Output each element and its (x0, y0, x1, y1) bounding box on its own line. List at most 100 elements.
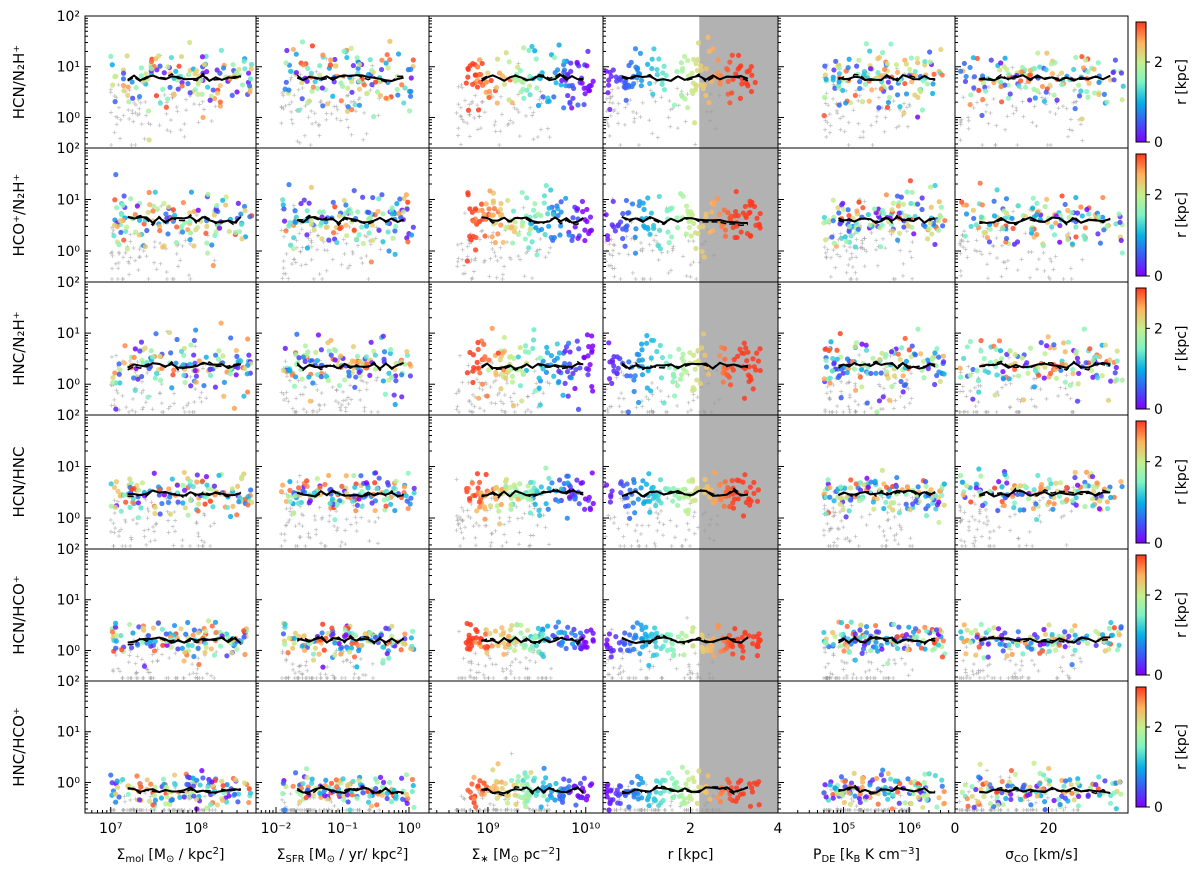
data-point (120, 82, 127, 89)
grey-plus-point (472, 116, 477, 121)
grey-plus-point (958, 268, 963, 273)
data-point (499, 211, 505, 218)
grey-plus-point (984, 514, 989, 519)
data-point (560, 392, 566, 398)
data-point (356, 61, 363, 68)
grey-plus-point (827, 112, 832, 117)
data-point (187, 218, 193, 225)
data-point (752, 79, 758, 86)
data-point (838, 395, 844, 401)
data-point (544, 344, 550, 351)
grey-plus-point (898, 248, 903, 253)
grey-plus-point (856, 402, 861, 407)
grey-plus-point (146, 277, 151, 281)
grey-plus-point (1032, 104, 1037, 109)
data-point (134, 203, 140, 209)
data-point (883, 484, 890, 490)
data-point (235, 483, 241, 489)
data-point (915, 201, 921, 207)
grey-plus-point (196, 543, 201, 548)
data-point (624, 481, 630, 487)
data-point (741, 350, 747, 356)
data-point (743, 345, 749, 351)
grey-plus-point (687, 527, 692, 532)
data-point (669, 234, 675, 240)
data-point (831, 67, 837, 73)
data-point (120, 76, 127, 82)
grey-plus-point (343, 528, 348, 533)
data-point (395, 51, 402, 57)
grey-plus-point (1069, 277, 1074, 281)
data-point (888, 85, 894, 91)
grey-plus-point (465, 508, 470, 513)
grey-plus-point (183, 238, 188, 243)
grey-plus-point (625, 510, 630, 515)
data-point (967, 372, 973, 378)
data-point (532, 201, 538, 207)
data-point (383, 60, 389, 66)
grey-plus-point (907, 401, 912, 406)
data-point (636, 352, 642, 358)
grey-plus-point (347, 224, 352, 229)
data-point (1112, 370, 1118, 376)
data-point (1054, 97, 1060, 103)
grey-plus-point (618, 496, 623, 501)
data-point (1104, 223, 1110, 229)
data-point (528, 479, 534, 485)
data-point (938, 204, 944, 210)
data-point (138, 73, 144, 79)
data-point (113, 638, 119, 644)
grey-plus-point (883, 115, 888, 120)
grey-plus-point (994, 236, 999, 241)
grey-plus-point (110, 225, 115, 230)
grey-plus-point (298, 72, 303, 77)
data-point (191, 653, 197, 660)
grey-plus-point (184, 108, 189, 113)
grey-plus-point (491, 230, 496, 235)
data-point (558, 82, 564, 88)
data-point (1094, 480, 1100, 486)
data-point (750, 386, 756, 392)
grey-plus-point (473, 535, 478, 540)
data-point (648, 337, 655, 343)
data-point (561, 105, 567, 111)
data-point (908, 55, 915, 61)
grey-plus-point (184, 97, 189, 102)
data-point (211, 652, 218, 658)
grey-plus-point (182, 134, 187, 139)
grey-plus-point (546, 542, 551, 547)
data-point (970, 55, 977, 61)
data-point (753, 367, 759, 373)
data-point (857, 374, 863, 380)
data-point (187, 478, 193, 485)
data-point (527, 92, 533, 98)
data-point (300, 354, 306, 360)
grey-plus-point (462, 211, 467, 216)
grey-plus-point (611, 248, 616, 253)
data-point (632, 510, 638, 516)
data-point (465, 485, 471, 492)
data-point (690, 80, 696, 86)
data-point (867, 222, 873, 228)
grey-plus-point (624, 234, 629, 239)
data-point (835, 374, 841, 381)
data-point (994, 372, 1000, 378)
data-point (345, 85, 351, 91)
data-point (705, 371, 712, 377)
data-point (617, 356, 623, 362)
data-point (322, 481, 328, 488)
data-point (746, 496, 752, 502)
data-point (180, 482, 186, 488)
data-point (722, 233, 729, 239)
grey-plus-point (1030, 544, 1035, 548)
data-point (294, 331, 300, 337)
data-point (205, 618, 212, 624)
data-point (830, 355, 836, 362)
grey-plus-point (474, 521, 479, 526)
data-point (665, 229, 671, 235)
shaded-regions (699, 16, 778, 813)
data-point (980, 502, 986, 509)
data-point (925, 503, 931, 509)
data-point (323, 224, 329, 230)
data-point (867, 48, 873, 54)
